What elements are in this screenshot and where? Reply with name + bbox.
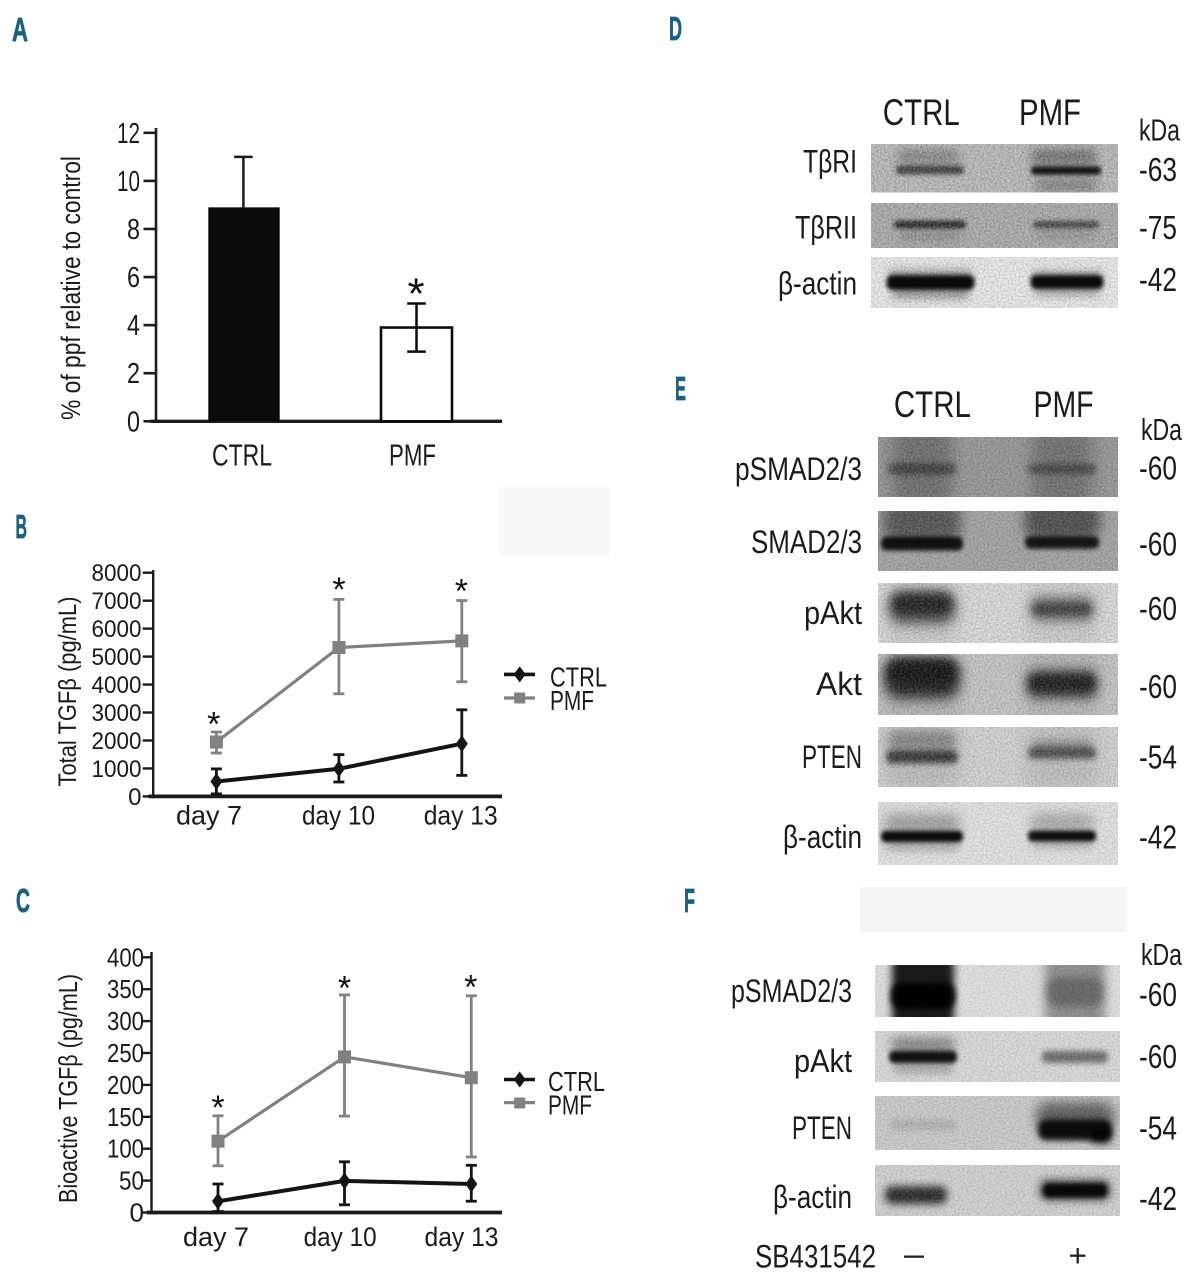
svg-text:CTRL: CTRL: [883, 92, 960, 133]
svg-text:-54: -54: [1139, 739, 1177, 776]
svg-text:kDa: kDa: [1141, 937, 1183, 972]
svg-text:CTRL: CTRL: [212, 438, 272, 473]
svg-text:4000: 4000: [92, 672, 142, 699]
svg-text:8: 8: [127, 214, 140, 246]
svg-text:300: 300: [107, 1006, 144, 1036]
svg-text:day 13: day 13: [424, 801, 498, 831]
svg-text:Total TGFβ (pg/mL): Total TGFβ (pg/mL): [54, 597, 82, 787]
svg-text:SB431542: SB431542: [755, 1239, 876, 1275]
svg-text:8000: 8000: [92, 560, 142, 587]
svg-text:PTEN: PTEN: [802, 739, 862, 775]
svg-text:TβRII: TβRII: [795, 210, 857, 246]
svg-text:50: 50: [119, 1166, 144, 1196]
svg-text:pAkt: pAkt: [804, 595, 862, 631]
svg-text:A: A: [12, 11, 28, 48]
svg-text:β-actin: β-actin: [783, 819, 862, 855]
svg-text:-60: -60: [1139, 590, 1177, 627]
svg-text:-63: -63: [1139, 151, 1177, 188]
svg-text:1000: 1000: [92, 756, 142, 783]
svg-text:Akt: Akt: [816, 666, 862, 702]
svg-text:pAkt: pAkt: [794, 1043, 852, 1079]
svg-text:-54: -54: [1139, 1110, 1177, 1147]
svg-text:day 13: day 13: [425, 1222, 499, 1252]
svg-text:-60: -60: [1139, 526, 1177, 563]
svg-text:-42: -42: [1139, 819, 1177, 856]
svg-text:200: 200: [107, 1070, 144, 1100]
svg-text:β-actin: β-actin: [778, 266, 857, 302]
svg-text:6: 6: [127, 262, 140, 294]
svg-text:day 7: day 7: [176, 801, 242, 831]
svg-text:PTEN: PTEN: [792, 1110, 852, 1146]
svg-text:5000: 5000: [92, 644, 142, 671]
svg-text:0: 0: [127, 406, 140, 438]
svg-text:day 10: day 10: [302, 801, 375, 831]
svg-text:pSMAD2/3: pSMAD2/3: [735, 451, 862, 487]
svg-text:12: 12: [117, 118, 140, 150]
svg-text:-75: -75: [1139, 209, 1177, 246]
svg-text:E: E: [675, 370, 686, 407]
svg-text:10: 10: [117, 166, 140, 198]
svg-text:2: 2: [127, 358, 140, 390]
svg-text:*: *: [332, 571, 345, 609]
svg-text:SMAD2/3: SMAD2/3: [751, 524, 862, 560]
svg-text:pSMAD2/3: pSMAD2/3: [731, 973, 852, 1009]
svg-text:-60: -60: [1139, 450, 1177, 487]
svg-text:day 10: day 10: [304, 1222, 377, 1252]
svg-text:-60: -60: [1139, 1038, 1177, 1075]
svg-text:2000: 2000: [92, 728, 142, 755]
svg-text:*: *: [207, 706, 220, 744]
svg-text:*: *: [338, 969, 351, 1007]
svg-text:CTRL: CTRL: [894, 384, 971, 425]
svg-text:3000: 3000: [92, 700, 142, 727]
svg-text:-60: -60: [1139, 668, 1177, 705]
svg-text:PMF: PMF: [1019, 92, 1081, 133]
svg-text:TβRI: TβRI: [803, 144, 857, 180]
svg-text:B: B: [16, 508, 28, 545]
svg-text:0: 0: [128, 784, 141, 811]
svg-text:-42: -42: [1139, 261, 1177, 298]
svg-text:*: *: [464, 968, 477, 1006]
svg-text:-42: -42: [1139, 1180, 1177, 1217]
svg-text:day 7: day 7: [183, 1222, 249, 1252]
svg-text:kDa: kDa: [1139, 113, 1181, 148]
svg-text:-60: -60: [1139, 976, 1177, 1013]
svg-text:250: 250: [107, 1038, 144, 1068]
svg-text:C: C: [16, 882, 30, 919]
svg-text:β-actin: β-actin: [773, 1179, 852, 1215]
svg-text:PMF: PMF: [550, 685, 594, 716]
svg-text:Bioactive TGFβ (pg/mL): Bioactive TGFβ (pg/mL): [53, 974, 83, 1203]
svg-text:400: 400: [107, 942, 144, 972]
svg-text:D: D: [669, 10, 682, 47]
svg-text:7000: 7000: [92, 588, 142, 615]
svg-text:0: 0: [130, 1198, 144, 1228]
svg-text:*: *: [211, 1089, 224, 1127]
svg-text:150: 150: [107, 1102, 144, 1132]
svg-text:PMF: PMF: [1034, 384, 1094, 425]
svg-text:PMF: PMF: [389, 438, 436, 473]
svg-text:CTRL: CTRL: [550, 662, 607, 693]
svg-text:350: 350: [107, 974, 144, 1004]
svg-text:*: *: [455, 572, 468, 610]
svg-text:4: 4: [127, 310, 140, 342]
svg-text:CTRL: CTRL: [548, 1066, 605, 1097]
svg-text:6000: 6000: [92, 616, 142, 643]
svg-text:PMF: PMF: [548, 1090, 592, 1121]
svg-text:% of ppf relative to control: % of ppf relative to control: [56, 156, 86, 420]
svg-text:100: 100: [107, 1134, 144, 1164]
svg-text:kDa: kDa: [1141, 412, 1183, 447]
svg-text:*: *: [407, 270, 424, 319]
svg-text:F: F: [684, 882, 695, 919]
